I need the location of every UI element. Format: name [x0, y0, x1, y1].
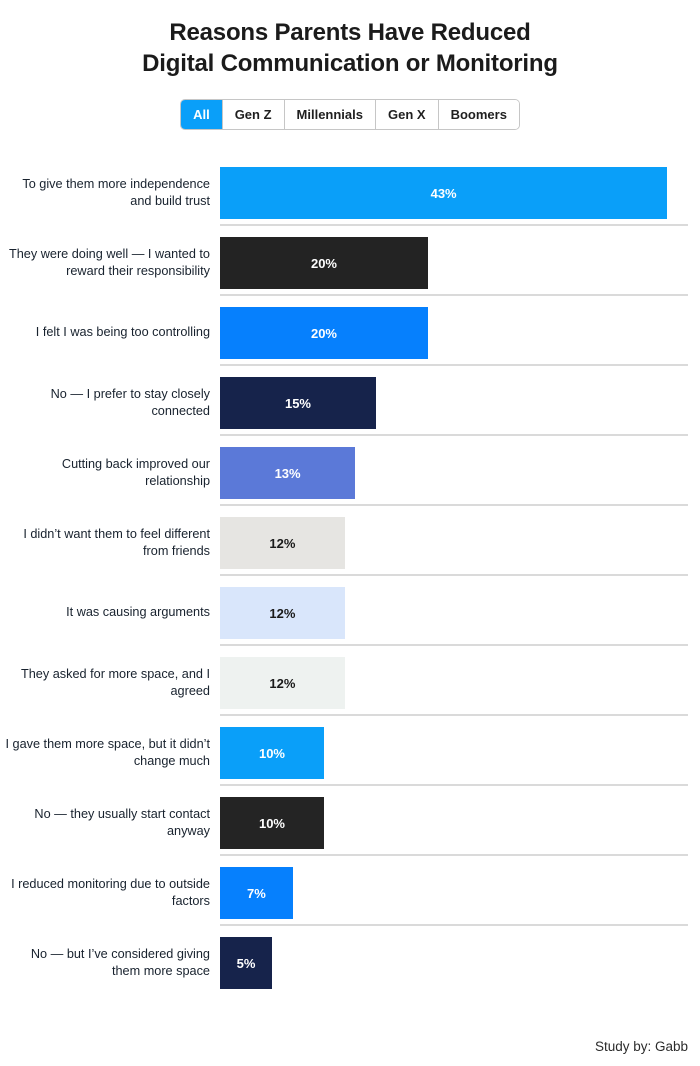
bar[interactable]: 20% [220, 237, 428, 290]
bar[interactable]: 13% [220, 447, 356, 500]
chart-row: It was causing arguments 12% [0, 587, 700, 657]
tab-gen-z[interactable]: Gen Z [221, 100, 284, 130]
tab-gen-x[interactable]: Gen X [375, 100, 438, 130]
bar[interactable]: 15% [220, 377, 376, 430]
row-separator-line [220, 294, 688, 297]
row-plot-area: 7% [220, 867, 688, 937]
tabs-container: All Gen Z Millennials Gen X Boomers [0, 99, 700, 131]
row-plot-area: 15% [220, 377, 688, 447]
chart-row: No — but I’ve considered giving them mor… [0, 937, 700, 1007]
credit-text: Study by: Gabb [594, 1039, 688, 1055]
bar-value-label: 43% [430, 185, 457, 201]
row-separator-line [220, 854, 688, 857]
bar[interactable]: 5% [220, 937, 272, 990]
row-plot-area: 5% [220, 937, 688, 1007]
category-label: I didn’t want them to feel different fro… [23, 526, 210, 559]
row-plot-area: 43% [220, 167, 688, 237]
category-label: No — I prefer to stay closely connected [50, 386, 210, 419]
chart-row: They were doing well — I wanted to rewar… [0, 237, 700, 307]
bar-value-label: 7% [247, 885, 266, 901]
row-separator-line [220, 574, 688, 577]
chart-row: They asked for more space, and I agreed … [0, 657, 700, 727]
tab-all[interactable]: All [181, 100, 222, 130]
chart-row: I didn’t want them to feel different fro… [0, 517, 700, 587]
tab-boomers[interactable]: Boomers [437, 100, 519, 130]
chart-title-line2: Digital Communication or Monitoring [142, 49, 558, 77]
row-separator-line [220, 714, 688, 717]
bar-value-label: 20% [310, 255, 337, 271]
bar[interactable]: 7% [220, 867, 293, 920]
chart-row: I gave them more space, but it didn’t ch… [0, 727, 700, 797]
category-label: It was causing arguments [66, 605, 210, 620]
row-plot-area: 12% [220, 657, 688, 727]
row-separator-line [220, 364, 688, 367]
category-label: No — they usually start contact anyway [34, 806, 210, 839]
row-separator-line [220, 224, 688, 227]
bar-value-label: 12% [269, 675, 296, 691]
chart-title-line1: Reasons Parents Have Reduced [169, 19, 531, 46]
bar-value-label: 20% [310, 325, 337, 341]
bar-value-label: 13% [274, 465, 301, 481]
bar-value-label: 5% [236, 955, 256, 971]
bar[interactable]: 12% [220, 517, 345, 570]
category-label: They asked for more space, and I agreed [21, 666, 210, 699]
row-plot-area: 10% [220, 727, 688, 797]
row-separator-line [220, 434, 688, 437]
tab-millennials[interactable]: Millennials [283, 100, 375, 130]
category-label: I gave them more space, but it didn’t ch… [5, 736, 210, 769]
bar[interactable]: 10% [220, 797, 324, 850]
category-label: To give them more independence and build… [22, 176, 210, 209]
row-plot-area: 20% [220, 307, 688, 377]
bar-chart: To give them more independence and build… [0, 167, 700, 1007]
row-separator-line [220, 784, 688, 787]
category-label: No — but I’ve considered giving them mor… [30, 946, 210, 979]
bar[interactable]: 12% [220, 657, 345, 710]
row-plot-area: 20% [220, 237, 688, 307]
row-plot-area: 12% [220, 517, 688, 587]
bar-value-label: 15% [284, 395, 311, 411]
chart-row: I felt I was being too controlling 20% [0, 307, 700, 377]
chart-row: To give them more independence and build… [0, 167, 700, 237]
chart-row: No — I prefer to stay closely connected … [0, 377, 700, 447]
bar[interactable]: 10% [220, 727, 324, 780]
bar-value-label: 10% [258, 815, 285, 831]
chart-row: I reduced monitoring due to outside fact… [0, 867, 700, 937]
bar-value-label: 12% [269, 605, 296, 621]
chart-row: No — they usually start contact anyway 1… [0, 797, 700, 867]
category-label: I felt I was being too controlling [35, 325, 210, 340]
row-plot-area: 13% [220, 447, 688, 517]
bar[interactable]: 20% [220, 307, 428, 360]
category-label: I reduced monitoring due to outside fact… [11, 876, 210, 909]
category-label: They were doing well — I wanted to rewar… [9, 246, 210, 279]
chart-row: Cutting back improved our relationship 1… [0, 447, 700, 517]
row-separator-line [220, 644, 688, 647]
bar-value-label: 12% [269, 535, 296, 551]
bar[interactable]: 12% [220, 587, 345, 640]
row-plot-area: 10% [220, 797, 688, 867]
row-separator-line [220, 924, 688, 927]
bar[interactable]: 43% [220, 167, 668, 220]
category-label: Cutting back improved our relationship [61, 456, 210, 489]
row-plot-area: 12% [220, 587, 688, 657]
generation-filter-tabs: All Gen Z Millennials Gen X Boomers [180, 99, 520, 131]
row-separator-line [220, 504, 688, 507]
bar-value-label: 10% [258, 745, 285, 761]
chart-title: Reasons Parents Have Reduced Digital Com… [0, 0, 700, 79]
